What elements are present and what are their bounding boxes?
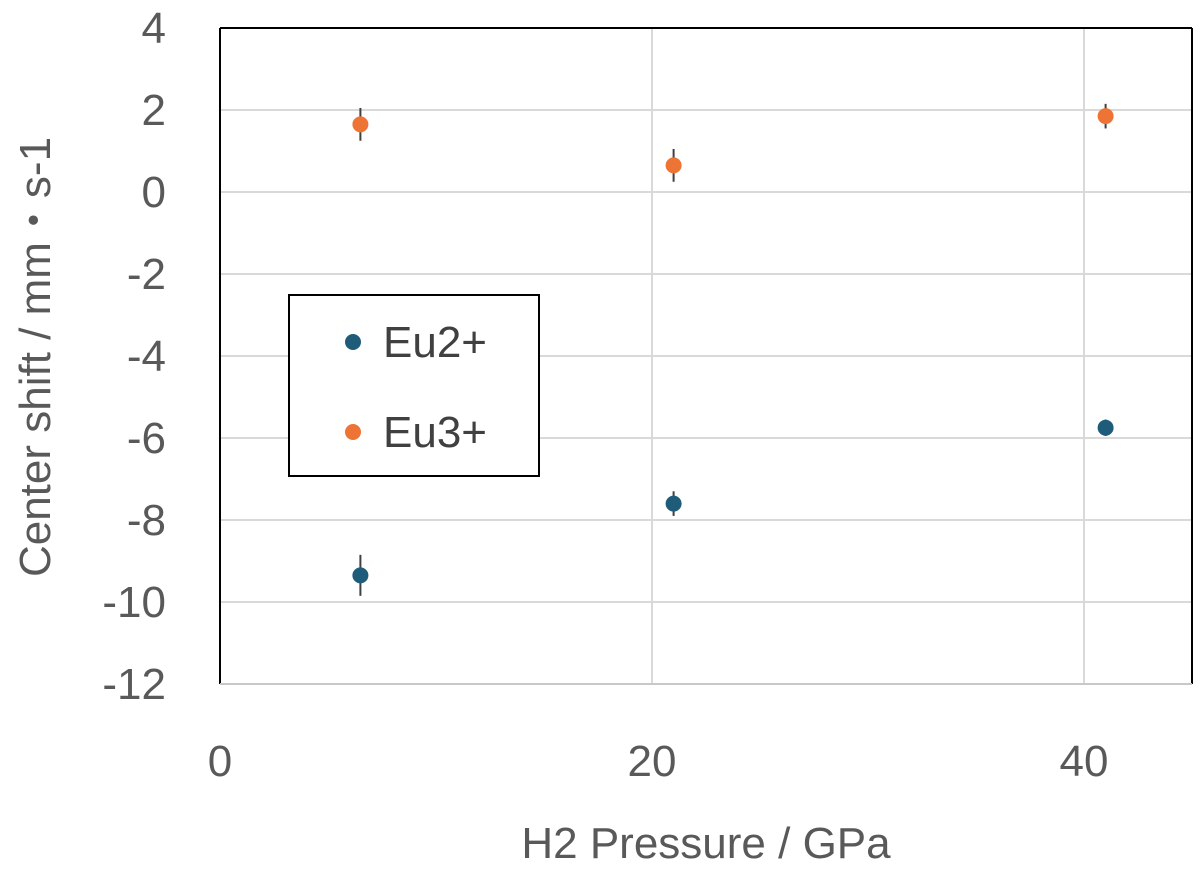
- data-point: [665, 157, 682, 174]
- y-tick-label: 0: [142, 168, 166, 217]
- legend-label-eu3: Eu3+: [383, 408, 487, 457]
- legend-marker-eu2: [345, 334, 361, 350]
- y-tick-label: -10: [102, 578, 166, 627]
- legend-box: [288, 294, 540, 477]
- data-point: [352, 567, 369, 584]
- legend-label-eu2: Eu2+: [383, 318, 487, 367]
- y-tick-label: 2: [142, 86, 166, 135]
- x-tick-label: 0: [208, 737, 232, 786]
- axes: [219, 27, 1193, 685]
- tick-labels: 420-2-4-6-8-10-120 20 40: [102, 4, 1108, 786]
- y-tick-label: -6: [127, 414, 166, 463]
- legend-marker-eu3: [345, 424, 361, 440]
- y-axis-title: Center shift / mm・s-1: [11, 137, 60, 577]
- y-tick-label: -8: [127, 496, 166, 545]
- x-tick-label: 20: [628, 737, 677, 786]
- y-tick-label: 4: [142, 4, 166, 53]
- y-tick-label: -2: [127, 250, 166, 299]
- legend: Eu2+ Eu3+: [288, 294, 540, 477]
- y-tick-label: -4: [127, 332, 166, 381]
- data-points: [352, 108, 1114, 584]
- data-point: [1097, 108, 1114, 125]
- y-tick-label: -12: [102, 660, 166, 709]
- x-tick-label: 40: [1060, 737, 1109, 786]
- data-point: [1097, 419, 1114, 436]
- data-point: [665, 495, 682, 512]
- data-point: [352, 116, 369, 133]
- x-axis-title: H2 Pressure / GPa: [521, 819, 891, 868]
